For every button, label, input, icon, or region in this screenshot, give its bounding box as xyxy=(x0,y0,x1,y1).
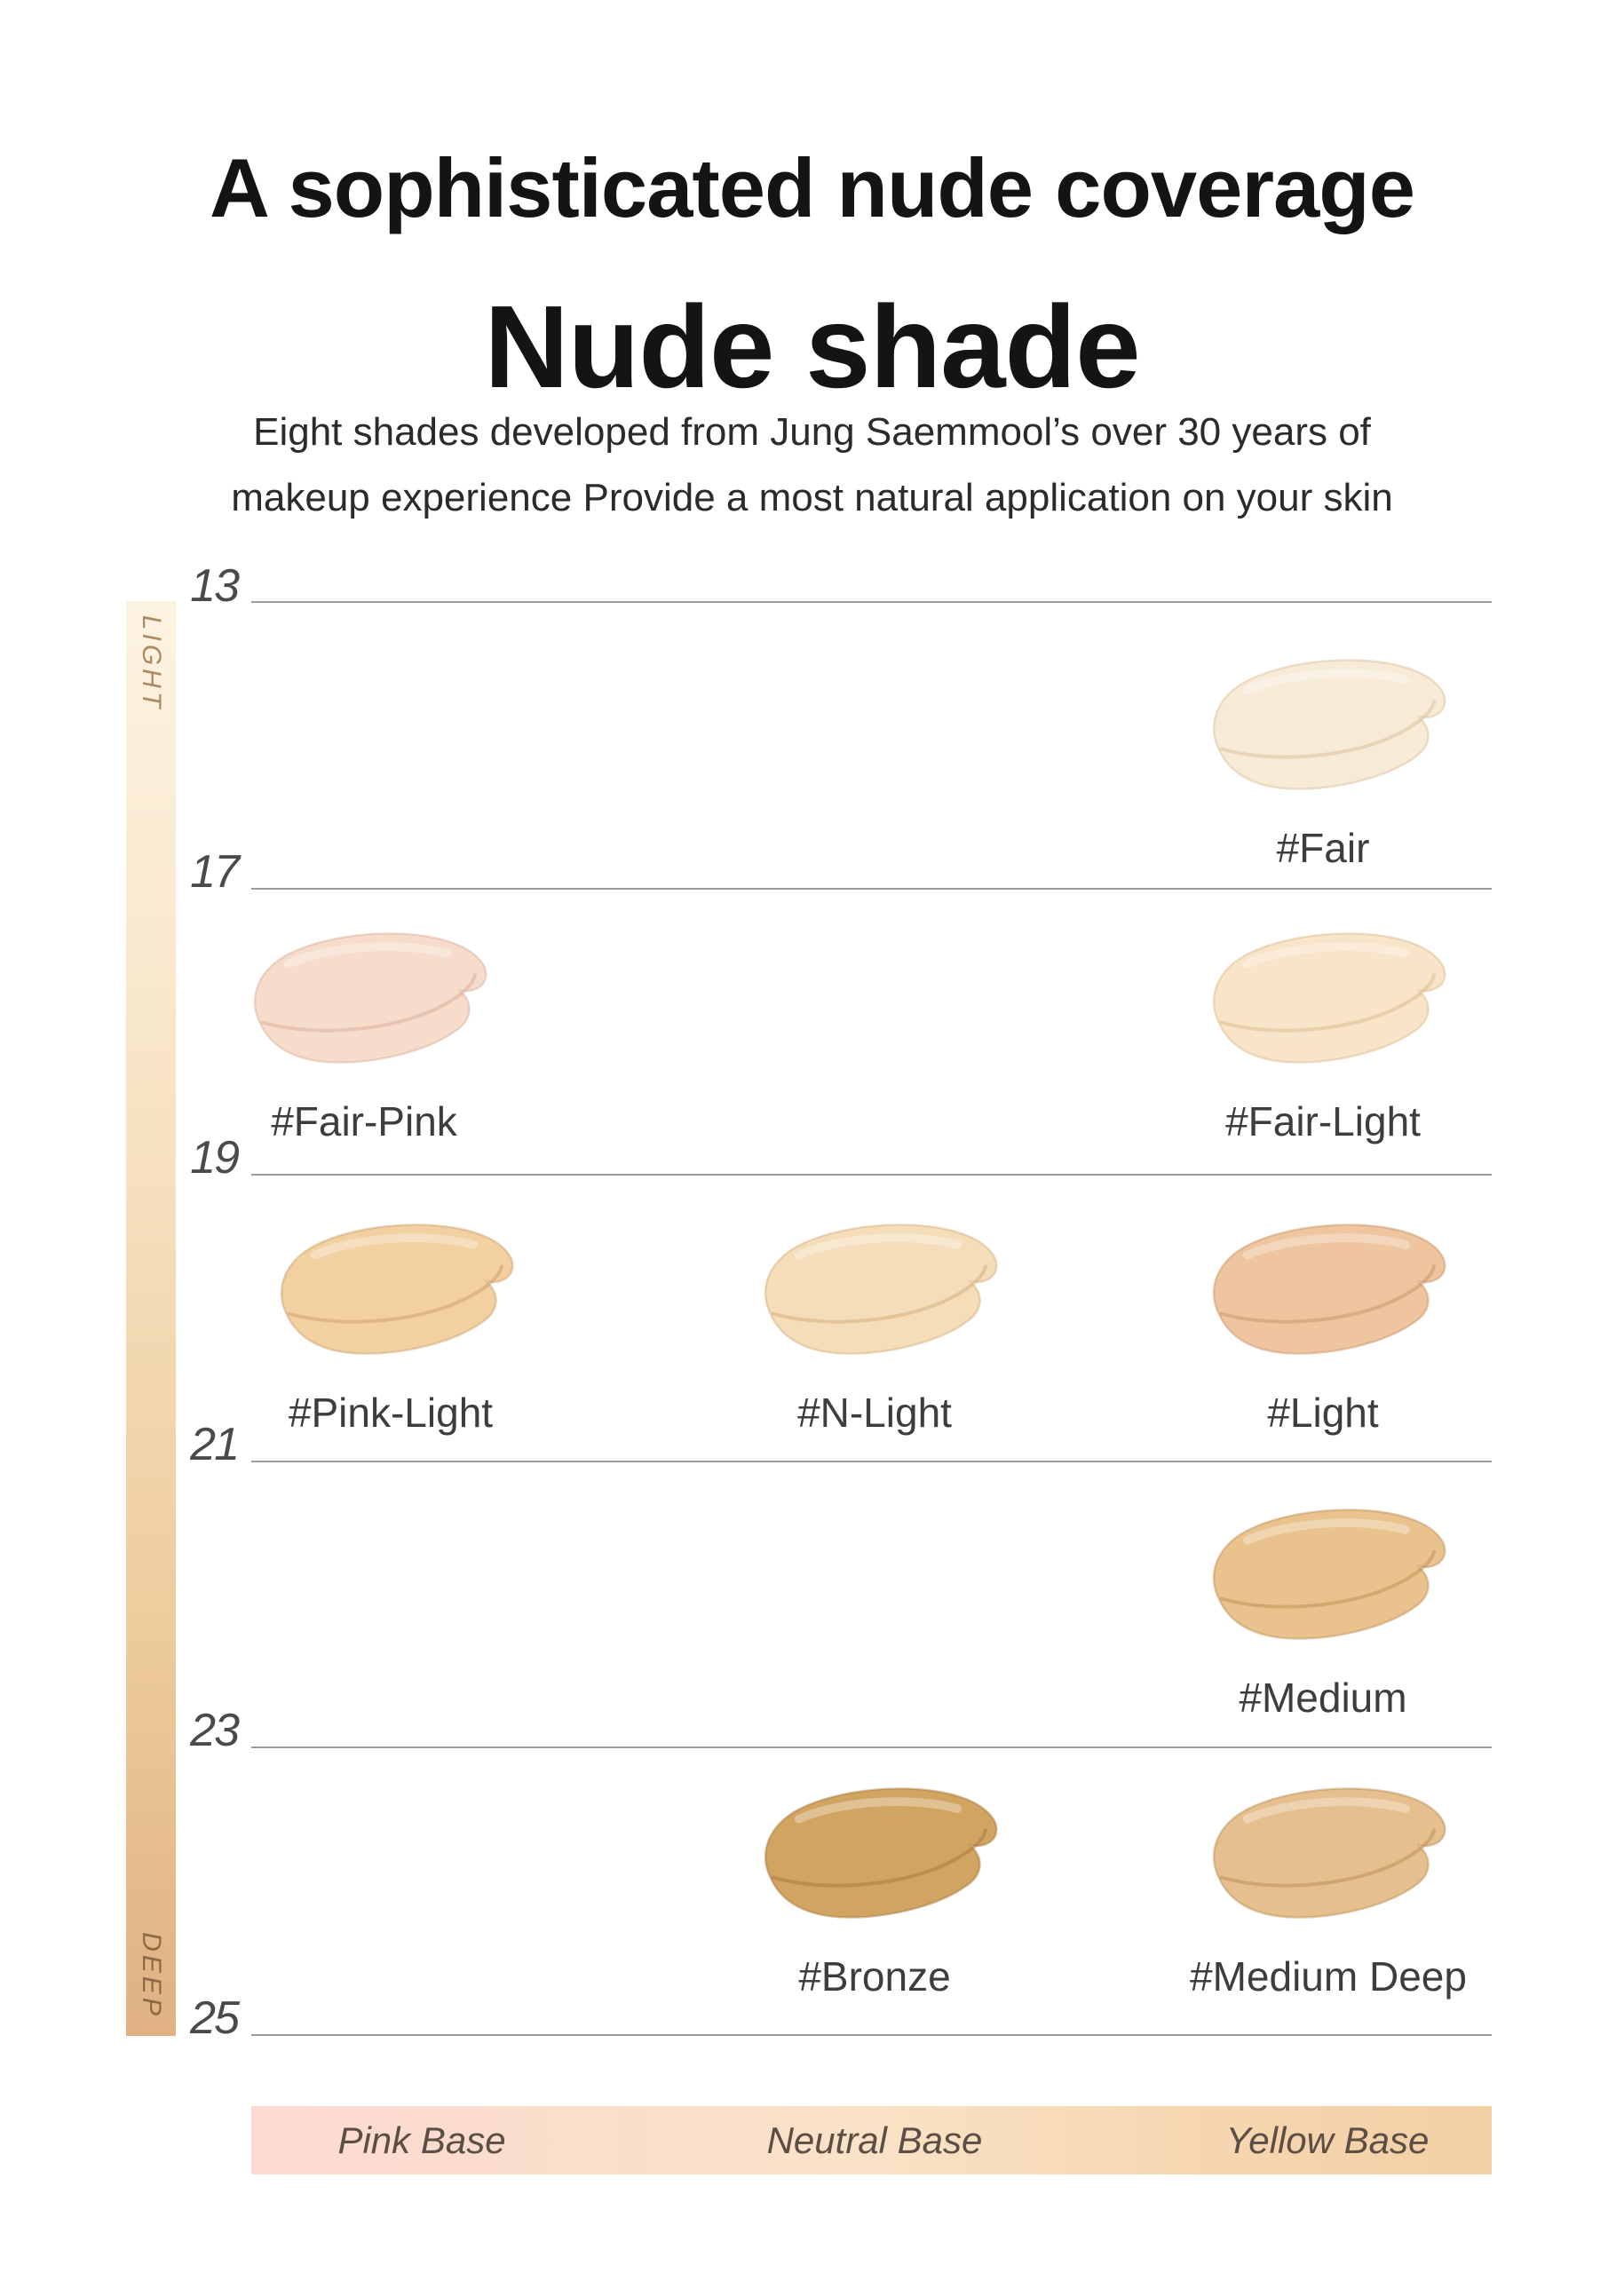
gridline-23 xyxy=(251,1746,1492,1748)
product-shade-title: Nude shade xyxy=(484,281,1140,412)
foundation-smear-icon xyxy=(253,932,487,1064)
swatch-fair-pink: #Fair-Pink xyxy=(231,926,497,1144)
tick-21: 21 xyxy=(190,1419,240,1470)
swatch-label: #Fair xyxy=(1276,825,1370,871)
base-gradient-bar: Pink Base Neutral Base Yellow Base xyxy=(251,2106,1492,2174)
tick-23: 23 xyxy=(190,1705,240,1756)
foundation-smear-icon xyxy=(1212,1787,1446,1919)
swatch-n-light: #N-Light xyxy=(741,1217,1008,1436)
base-label-pink: Pink Base xyxy=(337,2119,506,2161)
swatch-label: #Medium Deep xyxy=(1190,1953,1467,2000)
foundation-smear-icon xyxy=(1212,659,1446,790)
swatch-label: #Pink-Light xyxy=(288,1390,494,1436)
swatch-label: #Fair-Light xyxy=(1225,1098,1421,1144)
tick-17: 17 xyxy=(190,846,240,898)
base-label-neutral: Neutral Base xyxy=(766,2119,983,2161)
swatch-medium-deep: #Medium Deep xyxy=(1190,1781,1467,2000)
gridline-17 xyxy=(251,888,1492,890)
scale-light-label: LIGHT xyxy=(137,614,166,712)
base-label-yellow: Yellow Base xyxy=(1225,2119,1430,2161)
light-deep-scale-bar: LIGHT DEEP xyxy=(126,601,176,2036)
foundation-smear-icon xyxy=(1212,932,1446,1064)
foundation-smear-icon xyxy=(1212,1509,1446,1640)
swatch-light: #Light xyxy=(1190,1217,1456,1436)
swatch-fair: #Fair xyxy=(1190,653,1456,871)
swatch-label: #Bronze xyxy=(798,1953,951,2000)
gridline-21 xyxy=(251,1461,1492,1462)
foundation-smear-icon xyxy=(764,1787,998,1919)
swatch-medium: #Medium xyxy=(1190,1502,1456,1721)
swatch-label: #Medium xyxy=(1239,1675,1407,1721)
gridline-19 xyxy=(251,1174,1492,1176)
swatch-bronze: #Bronze xyxy=(741,1781,1008,2000)
swatch-pink-light: #Pink-Light xyxy=(257,1217,524,1436)
tick-25: 25 xyxy=(190,1992,240,2044)
headline: A sophisticated nude coverage xyxy=(210,140,1415,234)
gridline-25 xyxy=(251,2034,1492,2036)
swatch-label: #N-Light xyxy=(797,1390,952,1436)
tick-19: 19 xyxy=(190,1132,240,1184)
subtitle-line-1: Eight shades developed from Jung Saemmoo… xyxy=(253,410,1371,454)
subtitle-line-2: makeup experience Provide a most natural… xyxy=(231,476,1393,519)
swatch-label: #Light xyxy=(1267,1390,1379,1436)
tick-13: 13 xyxy=(190,560,240,612)
foundation-smear-icon xyxy=(764,1224,998,1355)
gridline-13 xyxy=(251,601,1492,603)
swatch-label: #Fair-Pink xyxy=(271,1098,457,1144)
subtitle: Eight shades developed from Jung Saemmoo… xyxy=(0,400,1624,531)
foundation-smear-icon xyxy=(1212,1224,1446,1355)
foundation-smear-icon xyxy=(280,1224,514,1355)
swatch-fair-light: #Fair-Light xyxy=(1190,926,1456,1144)
